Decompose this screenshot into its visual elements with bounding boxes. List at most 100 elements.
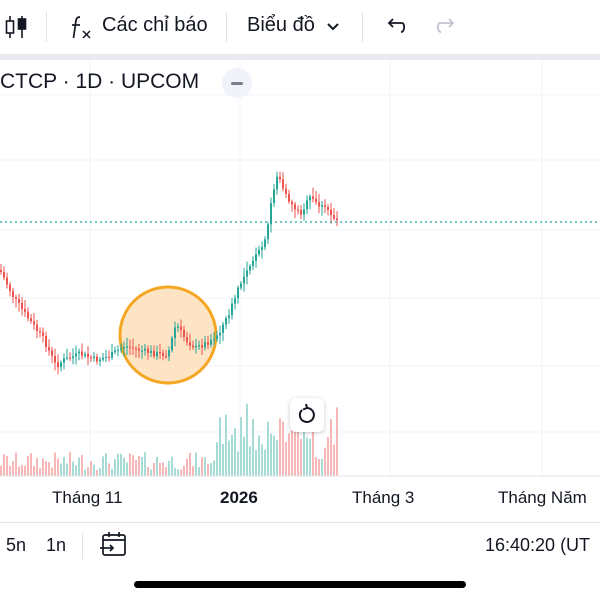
volume-bar (336, 407, 338, 476)
candle-body (114, 350, 116, 353)
candle-body (276, 176, 278, 190)
candle-body (216, 335, 218, 340)
candle-body (162, 352, 164, 356)
volume-bar (249, 446, 251, 476)
volume-bar (147, 466, 149, 476)
volume-bar (0, 465, 2, 476)
candle-body (117, 349, 119, 352)
volume-bar (225, 414, 227, 476)
minus-icon[interactable] (222, 68, 252, 98)
volume-bar (54, 452, 56, 476)
chevron-down-icon (318, 12, 348, 42)
candle-body (12, 290, 14, 298)
toolbar-separator (226, 12, 227, 42)
volume-bar (189, 452, 191, 476)
candle-body (90, 357, 92, 359)
volume-bar (69, 452, 71, 476)
calendar-goto-icon[interactable] (98, 529, 130, 561)
candle-body (246, 270, 248, 277)
volume-bar (6, 455, 8, 476)
candle-body (333, 214, 335, 219)
volume-bar (267, 421, 269, 476)
volume-bar (237, 451, 239, 476)
candle-body (180, 326, 182, 330)
reset-rotate-icon[interactable] (290, 398, 324, 432)
toolbar-separator (46, 12, 47, 42)
candle-body (312, 196, 314, 199)
candle-body (15, 297, 17, 299)
volume-bar (270, 433, 272, 476)
volume-bar (303, 428, 305, 476)
clock-timezone[interactable]: 16:40:20 (UT (485, 535, 591, 555)
candle-body (54, 355, 56, 363)
candle-body (183, 329, 185, 338)
candles-icon[interactable] (2, 12, 32, 42)
candle-body (234, 298, 236, 304)
volume-bar (327, 436, 329, 476)
volume-bar (132, 455, 134, 476)
volume-bar (21, 464, 23, 476)
volume-bar (198, 467, 200, 476)
candle-body (39, 330, 41, 333)
volume-bar (171, 456, 173, 476)
candle-body (30, 318, 32, 322)
candle-body (264, 239, 266, 248)
candle-body (69, 357, 71, 359)
symbol-legend[interactable]: CTCP · 1D · UPCOM (0, 70, 200, 93)
range-1y-button[interactable]: 1n (46, 535, 67, 555)
candle-body (258, 249, 260, 255)
volume-bar (18, 466, 20, 476)
volume-bar (135, 460, 137, 476)
volume-bar (75, 465, 77, 476)
volume-bar (3, 454, 5, 476)
volume-bar (90, 461, 92, 476)
volume-bar (51, 467, 53, 476)
candle-body (186, 337, 188, 343)
volume-bar (255, 449, 257, 476)
candle-body (303, 209, 305, 215)
candle-body (57, 362, 59, 368)
chart-pane[interactable] (0, 60, 600, 540)
volume-bar (87, 467, 89, 476)
candle-body (81, 351, 83, 356)
candle-body (204, 342, 206, 348)
volume-bar (321, 458, 323, 476)
volume-bar (138, 455, 140, 476)
volume-bar (102, 456, 104, 476)
volume-bar (39, 468, 41, 476)
candle-body (282, 179, 284, 189)
candle-body (222, 324, 224, 333)
volume-bar (318, 459, 320, 476)
candle-body (0, 270, 2, 272)
candle-body (315, 198, 317, 203)
candle-body (18, 298, 20, 303)
range-5y-button[interactable]: 5n (6, 535, 27, 555)
undo-icon[interactable] (380, 12, 410, 42)
candle-body (24, 308, 26, 312)
candle-body (21, 302, 23, 309)
price-chart[interactable] (0, 60, 600, 540)
volume-bar (282, 421, 284, 476)
volume-bar (192, 466, 194, 476)
candle-body (240, 283, 242, 288)
candle-body (93, 356, 95, 359)
candle-body (213, 339, 215, 341)
volume-bar (27, 456, 29, 476)
volume-bar (291, 424, 293, 476)
candle-body (300, 209, 302, 215)
volume-bar (183, 465, 185, 476)
volume-bar (222, 443, 224, 476)
candle-body (297, 209, 299, 211)
volume-bar (204, 457, 206, 476)
volume-bar (36, 458, 38, 476)
candle-body (255, 254, 257, 261)
volume-bar (246, 403, 248, 476)
candle-body (87, 353, 89, 358)
volume-bar (9, 465, 11, 476)
candle-body (207, 342, 209, 345)
chart-toolbar: Các chỉ báo Biểu đồ (0, 0, 600, 54)
candle-body (63, 358, 65, 363)
candle-body (60, 362, 62, 368)
candle-body (318, 202, 320, 207)
redo-icon[interactable] (432, 12, 462, 42)
